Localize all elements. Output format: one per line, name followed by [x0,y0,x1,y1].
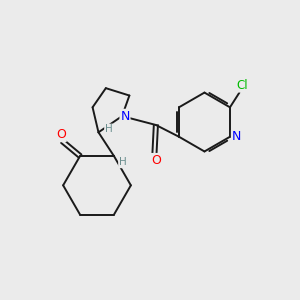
Text: O: O [56,128,66,141]
Text: N: N [120,110,130,123]
Text: Cl: Cl [236,79,248,92]
Text: O: O [151,154,161,167]
Text: H: H [119,158,127,167]
Text: H: H [105,124,113,134]
Text: N: N [232,130,241,143]
